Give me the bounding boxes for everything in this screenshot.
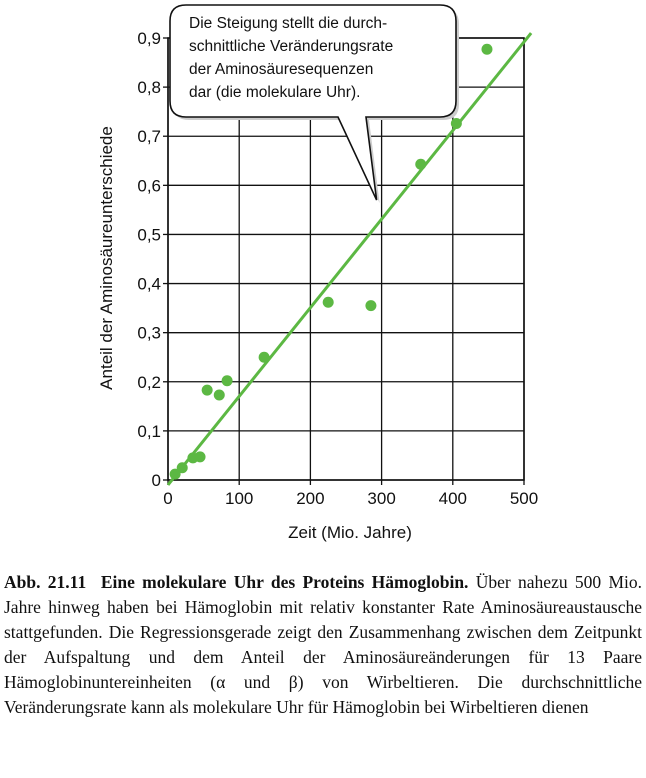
y-tick-label: 0,1 xyxy=(137,422,161,441)
data-point xyxy=(221,375,233,387)
regression-line xyxy=(166,32,533,486)
x-tick-label: 100 xyxy=(225,489,253,508)
x-tick-label: 400 xyxy=(439,489,467,508)
tick-labels: 0 0,1 0,2 0,3 0,4 0,5 0,6 0,7 0,8 0,9 0 100 200 300 40… xyxy=(137,29,538,508)
y-tick-label: 0,8 xyxy=(137,78,161,97)
x-axis-label: Zeit (Mio. Jahre) xyxy=(288,523,412,542)
data-point xyxy=(415,158,427,170)
x-tick-label: 500 xyxy=(510,489,538,508)
data-point xyxy=(322,296,334,308)
y-tick-label: 0,9 xyxy=(137,29,161,48)
y-tick-label: 0,2 xyxy=(137,373,161,392)
y-tick-label: 0 xyxy=(152,471,161,490)
callout-bubble xyxy=(169,4,457,201)
y-tick-label: 0,6 xyxy=(137,176,161,195)
y-axis-label: Anteil der Aminosäureunterschiede xyxy=(97,126,116,390)
x-tick-label: 0 xyxy=(163,489,172,508)
data-point xyxy=(169,468,181,480)
figure-caption: Abb. 21.11 Eine molekulare Uhr des Prote… xyxy=(4,570,642,720)
data-point xyxy=(194,451,206,463)
data-point xyxy=(201,384,213,396)
data-point xyxy=(258,351,270,363)
y-tick-label: 0,3 xyxy=(137,324,161,343)
y-tick-label: 0,7 xyxy=(137,127,161,146)
callout: Die Steigung stellt die durch-schnittlic… xyxy=(169,4,459,204)
y-tick-label: 0,4 xyxy=(137,275,161,294)
callout-line: der Aminosäuresequenzen xyxy=(189,61,373,78)
caption-text: Über nahezu 500 Mio. Jahre hinweg haben … xyxy=(4,572,643,717)
callout-line: Die Steigung stellt die durch- xyxy=(189,15,387,32)
data-point xyxy=(176,462,188,474)
callout-line: schnittliche Veränderungsrate xyxy=(189,38,393,55)
data-point xyxy=(213,389,225,401)
data-point xyxy=(365,300,377,312)
data-point xyxy=(481,43,493,55)
scatter-chart: 0 0,1 0,2 0,3 0,4 0,5 0,6 0,7 0,8 0,9 0 100 200 300 40… xyxy=(97,4,538,542)
x-tick-label: 300 xyxy=(367,489,395,508)
data-series xyxy=(166,32,533,486)
callout-line: dar (die molekulare Uhr). xyxy=(189,84,360,101)
caption-title: Eine molekulare Uhr des Proteins Hämoglo… xyxy=(100,572,469,592)
y-tick-label: 0,5 xyxy=(137,225,161,244)
caption-figure-number: Abb. 21.11 xyxy=(4,572,87,592)
x-tick-label: 200 xyxy=(296,489,324,508)
data-point xyxy=(450,117,462,129)
